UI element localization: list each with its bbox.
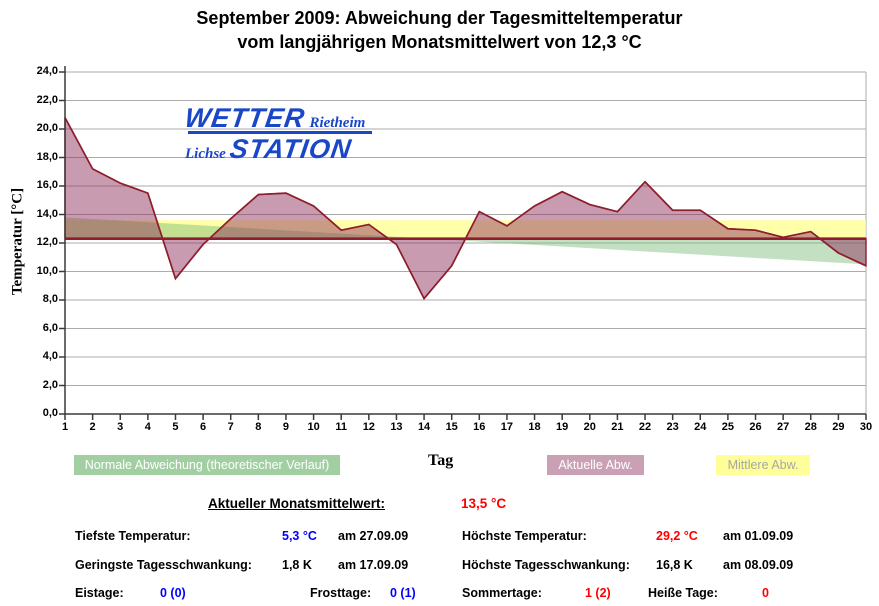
stat-value: 1,8 K (282, 558, 312, 572)
legend-mittlere-abweichung: Mittlere Abw. (716, 455, 810, 475)
x-tick-label: 2 (89, 421, 96, 433)
y-tick-label: 12,0 (36, 236, 58, 248)
x-tick-label: 3 (117, 421, 124, 433)
x-tick-label: 7 (227, 421, 234, 433)
stat-date: am 27.09.09 (338, 529, 409, 543)
x-tick-label: 8 (255, 421, 262, 433)
y-tick-label: 2,0 (42, 378, 58, 391)
logo-underline (188, 131, 372, 134)
x-tick-label: 30 (859, 421, 873, 433)
day-count-value: 0 (0) (160, 586, 186, 600)
x-tick-label: 17 (500, 421, 514, 433)
y-tick-label: 6,0 (42, 321, 58, 334)
y-tick-label: 16,0 (36, 179, 58, 191)
title-line-2: vom langjährigen Monatsmittelwert von 12… (237, 32, 642, 52)
logo-word-wetter: WETTER (182, 103, 308, 133)
x-tick-label: 5 (172, 421, 179, 433)
monthly-mean-value: 13,5 °C (461, 496, 507, 511)
title-line-1: September 2009: Abweichung der Tagesmitt… (196, 8, 683, 28)
x-tick-label: 11 (335, 421, 348, 433)
monthly-mean-label: Aktueller Monatsmittelwert: (208, 496, 386, 511)
x-tick-label: 16 (473, 421, 486, 433)
logo-text-rietheim: Rietheim (309, 115, 366, 131)
x-tick-label: 9 (282, 421, 290, 433)
stat-value: 5,3 °C (282, 529, 317, 543)
day-count-label: Eistage: (75, 586, 124, 600)
x-tick-label: 27 (777, 421, 790, 433)
x-tick-label: 21 (611, 421, 624, 433)
x-tick-label: 1 (61, 421, 69, 433)
day-count-label: Sommertage: (462, 586, 542, 600)
y-tick-label: 20,0 (36, 122, 58, 134)
stat-label: Geringste Tagesschwankung: (75, 558, 252, 572)
day-count-value: 0 (762, 586, 769, 600)
y-tick-label: 10,0 (36, 264, 58, 277)
x-axis-title: Tag (428, 452, 454, 469)
stat-value: 29,2 °C (656, 529, 698, 543)
x-tick-label: 13 (390, 421, 403, 433)
y-tick-label: 22,0 (36, 93, 58, 106)
x-tick-label: 28 (804, 421, 817, 433)
x-tick-label: 29 (832, 421, 845, 433)
y-tick-label: 0,0 (42, 407, 58, 419)
mittlere-abw-band (65, 220, 866, 239)
stat-label: Tiefste Temperatur: (75, 529, 191, 543)
day-count-label: Frosttage: (310, 586, 372, 600)
y-tick-label: 18,0 (36, 150, 58, 163)
x-tick-label: 19 (556, 421, 569, 433)
stat-value: 16,8 K (656, 558, 693, 572)
page-title: September 2009: Abweichung der Tagesmitt… (0, 6, 879, 54)
y-tick-label: 4,0 (42, 350, 58, 362)
x-tick-label: 22 (638, 421, 652, 433)
x-tick-label: 26 (749, 421, 762, 433)
legend-aktuelle-abweichung: Aktuelle Abw. (547, 455, 644, 475)
weather-station-logo: WETTER Rietheim Lichse STATION (182, 103, 385, 165)
x-tick-label: 6 (200, 421, 207, 433)
logo-text-lichse: Lichse (185, 146, 226, 162)
day-count-value: 1 (2) (585, 586, 611, 600)
y-tick-label: 24,0 (36, 65, 58, 77)
stat-date: am 08.09.09 (723, 558, 794, 572)
y-tick-label: 8,0 (42, 293, 58, 305)
legend-normale-abweichung: Normale Abweichung (theoretischer Verlau… (74, 455, 340, 475)
stat-date: am 17.09.09 (338, 558, 409, 572)
x-tick-label: 20 (583, 421, 596, 433)
x-tick-label: 23 (666, 421, 679, 433)
x-tick-label: 10 (307, 421, 320, 433)
logo-word-station: STATION (228, 134, 354, 164)
day-count-label: Heiße Tage: (648, 586, 718, 600)
x-tick-label: 4 (144, 421, 151, 433)
y-tick-label: 14,0 (36, 207, 58, 220)
stat-label: Höchste Temperatur: (462, 529, 587, 543)
day-count-value: 0 (1) (390, 586, 416, 600)
stat-label: Höchste Tagesschwankung: (462, 558, 630, 572)
x-tick-label: 15 (445, 421, 458, 433)
x-tick-label: 18 (528, 421, 541, 433)
stat-date: am 01.09.09 (723, 529, 794, 543)
x-tick-label: 12 (362, 421, 375, 433)
x-tick-label: 24 (694, 421, 707, 433)
x-tick-label: 25 (721, 421, 735, 433)
normale-abweichung-area (65, 217, 866, 265)
x-tick-label: 14 (417, 421, 431, 433)
